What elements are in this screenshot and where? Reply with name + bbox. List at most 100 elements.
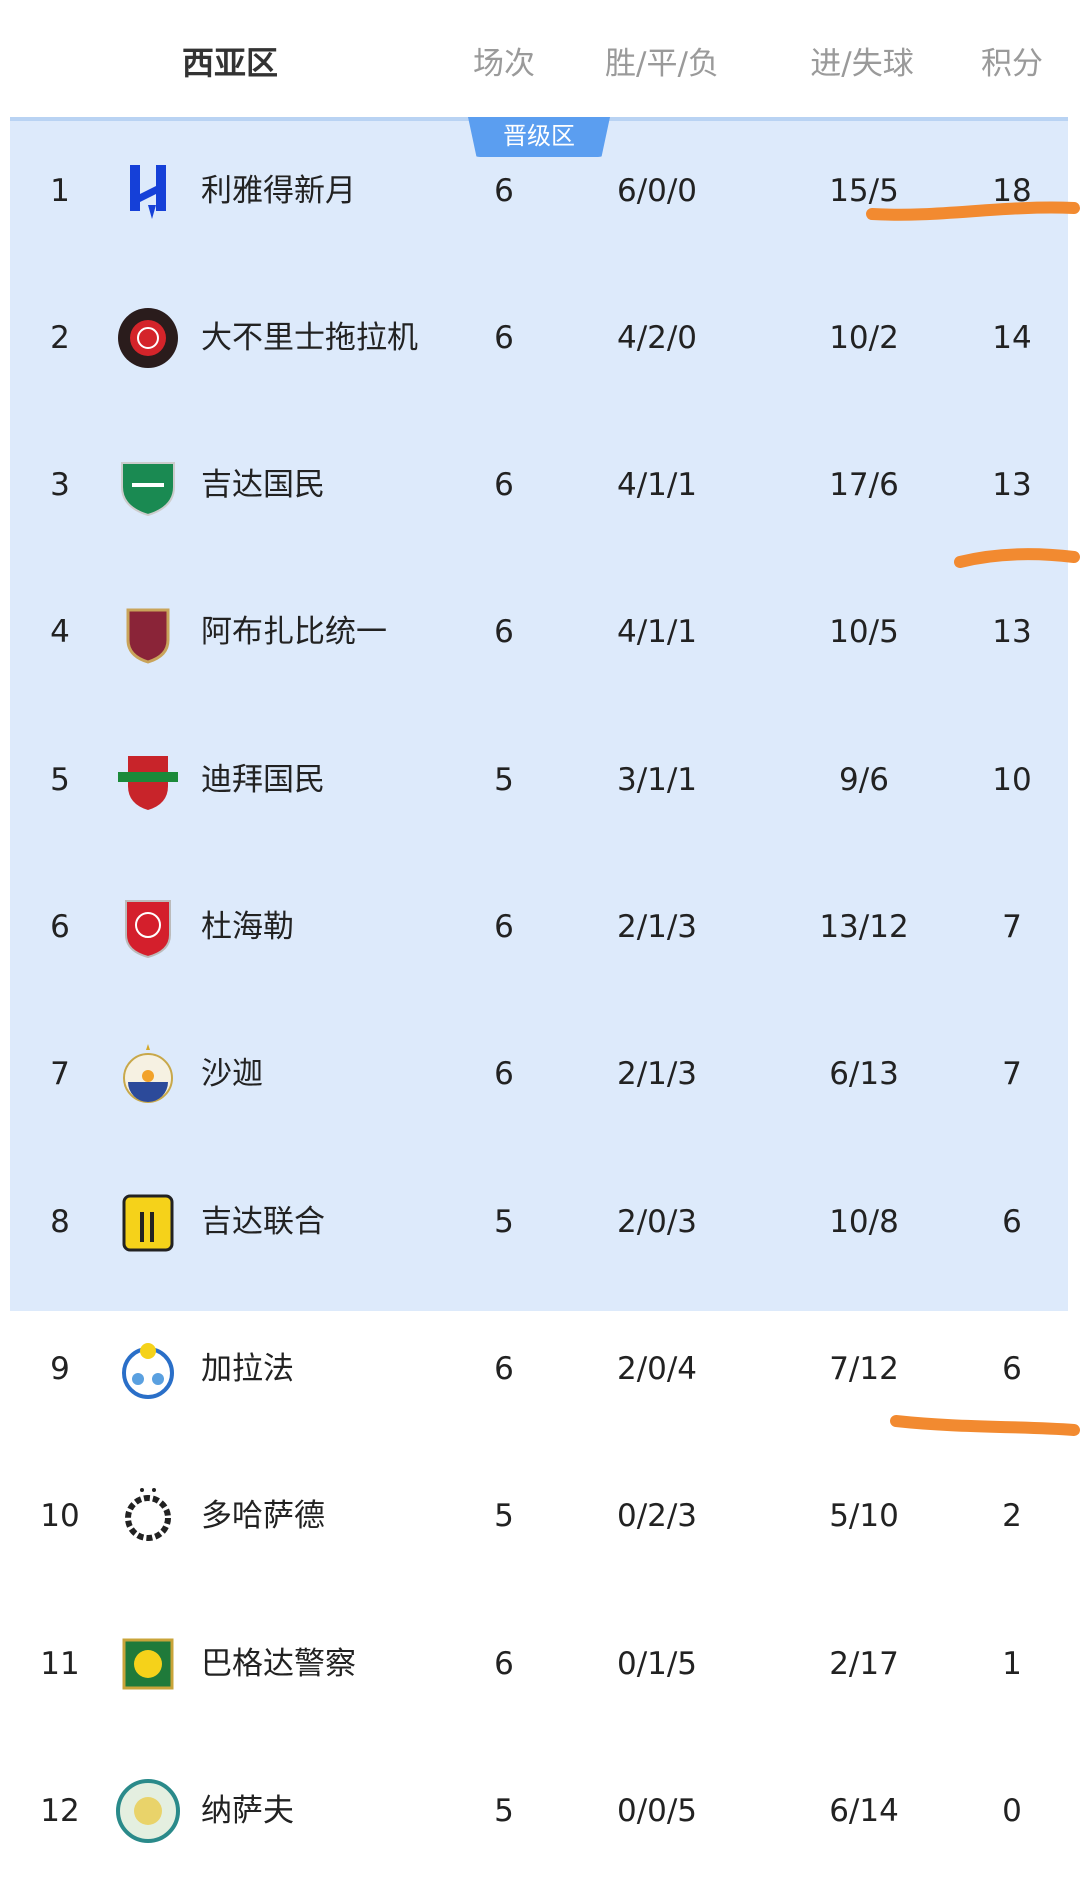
points: 10 [992,761,1032,798]
al-shorta-logo-icon [122,1638,174,1689]
win-draw-loss: 0/1/5 [616,1645,698,1682]
games: 5 [494,761,514,798]
team-name[interactable]: 吉达联合 [201,1203,325,1240]
win-draw-loss: 0/2/3 [616,1498,698,1535]
rank: 5 [50,761,70,798]
goals-for-against: 17/6 [829,467,899,504]
goals-for-against: 2/17 [829,1645,899,1682]
goals-for-against: 6/13 [829,1056,899,1093]
goals-for-against: 13/12 [819,909,909,945]
table-row[interactable]: 10 多哈萨德 5 0/2/3 5/10 2 [0,1443,1080,1590]
table-row[interactable]: 2 大不里士拖拉机 6 4/2/0 10/2 14 [0,264,1080,411]
points: 14 [992,319,1032,356]
goals-for-against: 15/5 [829,172,899,209]
rank: 4 [50,614,70,651]
games: 6 [494,1645,514,1682]
col-wdl: 胜/平/负 [605,46,719,82]
table-row[interactable]: 7 沙迦 6 2/1/3 6/13 7 [0,1001,1080,1148]
points: 13 [992,467,1032,504]
win-draw-loss: 4/1/1 [616,614,698,651]
goals-for-against: 5/10 [829,1498,899,1535]
team-name[interactable]: 迪拜国民 [201,761,325,798]
team-name[interactable]: 加拉法 [201,1350,294,1387]
points: 7 [1002,909,1022,945]
al-ittihad-logo-icon [122,1194,174,1252]
games: 5 [494,1498,514,1535]
col-points: 积分 [981,46,1043,82]
region-title[interactable]: 西亚区 [181,44,279,82]
team-name[interactable]: 沙迦 [201,1056,263,1093]
table-row[interactable]: 11 巴格达警察 6 0/1/5 2/17 1 [0,1590,1080,1737]
table-row[interactable]: 9 加拉法 6 2/0/4 7/12 6 [0,1295,1080,1442]
table-row[interactable]: 8 吉达联合 5 2/0/3 10/8 6 [0,1148,1080,1295]
team-name[interactable]: 纳萨夫 [201,1792,294,1829]
rank: 7 [50,1056,70,1093]
rank: 8 [50,1203,70,1240]
rank: 10 [40,1498,80,1535]
al-wahda-logo-icon [126,608,170,664]
games: 6 [494,467,514,504]
rank: 9 [50,1350,70,1387]
nasaf-logo-icon [116,1778,180,1843]
table-row[interactable]: 6 杜海勒 6 2/1/3 13/12 7 [0,854,1080,1001]
table-header: 西亚区 场次 胜/平/负 进/失球 积分 [0,0,1080,117]
rank: 3 [50,467,70,504]
promotion-zone-badge: 晋级区 [468,117,610,157]
games: 6 [494,172,514,209]
al-hilal-logo-icon [130,164,166,219]
points: 13 [992,614,1032,651]
win-draw-loss: 2/0/4 [616,1350,698,1387]
games: 6 [494,319,514,356]
goals-for-against: 10/2 [829,319,899,356]
rank: 6 [50,909,70,945]
table-row[interactable]: 1 利雅得新月 6 6/0/0 15/5 18 [0,117,1080,264]
games: 6 [494,614,514,651]
win-draw-loss: 4/1/1 [616,467,698,504]
goals-for-against: 10/8 [829,1203,899,1240]
tractor-logo-icon [118,307,178,368]
win-draw-loss: 2/0/3 [616,1203,698,1240]
promotion-zone [10,117,1068,1311]
team-name[interactable]: 大不里士拖拉机 [201,319,418,356]
points: 6 [1002,1203,1022,1240]
goals-for-against: 7/12 [829,1350,899,1387]
rank: 2 [50,319,70,356]
rank: 1 [50,172,70,209]
team-name[interactable]: 阿布扎比统一 [201,614,387,651]
al-gharafa-logo-icon [122,1342,174,1399]
points: 6 [1002,1350,1022,1387]
win-draw-loss: 2/1/3 [616,909,698,945]
table-row[interactable]: 3 吉达国民 6 4/1/1 17/6 13 [0,412,1080,559]
col-games: 场次 [473,46,535,82]
team-name[interactable]: 杜海勒 [201,909,294,945]
goals-for-against: 10/5 [829,614,899,651]
sharjah-logo-icon [123,1044,173,1104]
team-name[interactable]: 多哈萨德 [201,1498,325,1535]
table-row[interactable]: 5 迪拜国民 5 3/1/1 9/6 10 [0,706,1080,853]
win-draw-loss: 3/1/1 [616,761,698,798]
rank: 12 [40,1792,80,1829]
points: 0 [1002,1792,1022,1829]
games: 5 [494,1792,514,1829]
table-row[interactable]: 4 阿布扎比统一 6 4/1/1 10/5 13 [0,559,1080,706]
team-name[interactable]: 利雅得新月 [201,172,356,209]
win-draw-loss: 0/0/5 [616,1792,698,1829]
win-draw-loss: 4/2/0 [616,319,698,356]
col-goals: 进/失球 [810,46,914,82]
points: 2 [1002,1498,1022,1535]
table-row[interactable]: 12 纳萨夫 5 0/0/5 6/14 0 [0,1737,1080,1884]
points: 7 [1002,1056,1022,1093]
al-sadd-logo-icon [125,1488,171,1542]
games: 6 [494,1056,514,1093]
points: 1 [1002,1645,1022,1682]
games: 5 [494,1203,514,1240]
games: 6 [494,909,514,945]
al-duhail-logo-icon [125,900,171,959]
points: 18 [992,172,1032,209]
games: 6 [494,1350,514,1387]
rank: 11 [40,1645,80,1682]
al-ahli-jeddah-logo-icon [121,462,175,517]
team-name[interactable]: 巴格达警察 [201,1645,356,1682]
team-name[interactable]: 吉达国民 [201,467,325,504]
goals-for-against: 6/14 [829,1792,899,1829]
